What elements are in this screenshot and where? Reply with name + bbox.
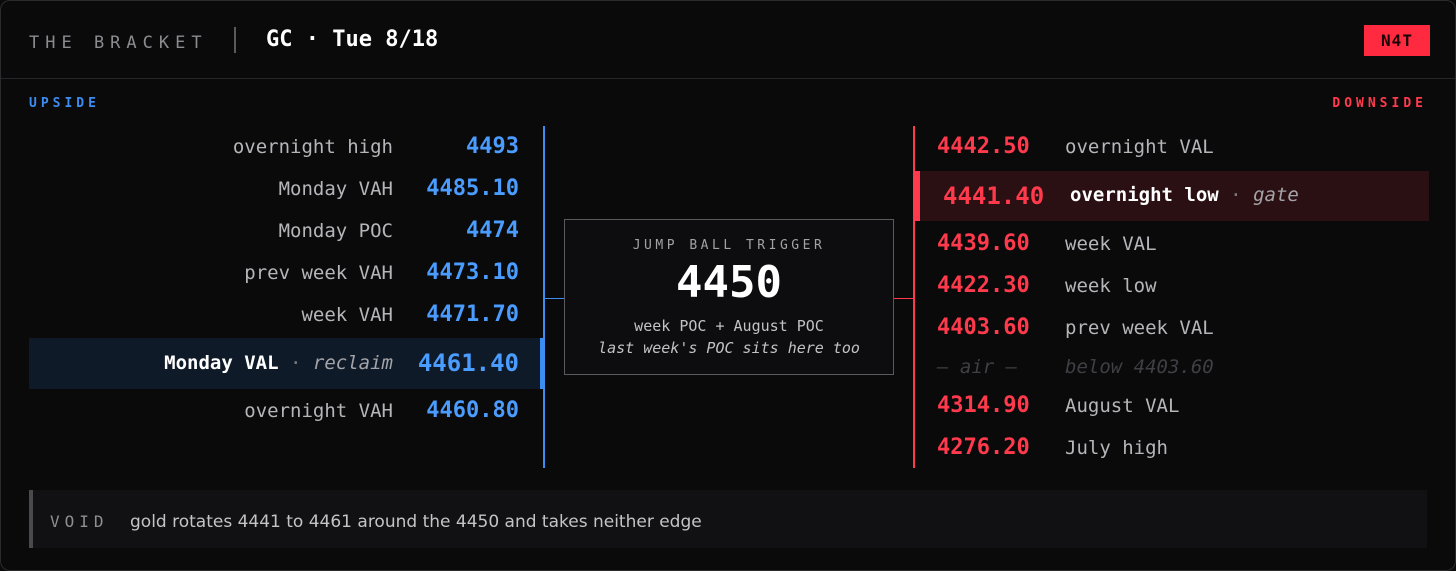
upside-level-row: overnight high 4493 — [29, 127, 519, 169]
brand-title: THE BRACKET — [29, 33, 208, 53]
trigger-description: week POC + August POC — [634, 317, 824, 335]
downside-rail — [913, 126, 915, 468]
void-tag: VOID — [50, 512, 109, 531]
instrument-date-title: GC · Tue 8/18 — [266, 27, 439, 52]
level-value: 4442.50 — [937, 134, 1030, 159]
air-gap-label: below 4403.60 — [1065, 356, 1214, 378]
trigger-label: JUMP BALL TRIGGER — [632, 238, 826, 253]
air-gap-row: — air — below 4403.60 — [915, 347, 1429, 389]
upside-level-row: prev week VAH 4473.10 — [29, 253, 519, 295]
level-label: prev week VAL — [1065, 317, 1214, 339]
downside-level-row: 4314.90 August VAL — [915, 386, 1429, 428]
air-gap-marker: — air — — [937, 356, 1018, 378]
downside-connector — [894, 298, 913, 299]
upside-level-row: overnight VAH 4460.80 — [29, 391, 519, 433]
level-value: 4474 — [466, 218, 519, 243]
level-value: 4441.40 — [943, 182, 1045, 210]
downside-label: DOWNSIDE — [1332, 96, 1427, 111]
upside-connector — [545, 298, 564, 299]
void-accent-bar — [29, 490, 33, 548]
level-label: July high — [1065, 437, 1168, 459]
void-callout: VOID gold rotates 4441 to 4461 around th… — [29, 490, 1427, 548]
trigger-box: JUMP BALL TRIGGER 4450 week POC + August… — [564, 219, 894, 375]
upside-level-row: week VAH 4471.70 — [29, 295, 519, 337]
author-badge: N4T — [1364, 25, 1430, 56]
downside-level-row: 4442.50 overnight VAL — [915, 127, 1429, 169]
upside-level-row: Monday VAH 4485.10 — [29, 169, 519, 211]
header-divider — [234, 27, 236, 53]
separator-dot: · — [1230, 184, 1242, 206]
level-value: 4460.80 — [426, 398, 519, 423]
level-label: Monday VAL · reclaim — [164, 352, 393, 374]
header-rule — [1, 78, 1455, 79]
downside-level-row: 4403.60 prev week VAL — [915, 308, 1429, 350]
downside-key-level-row: 4441.40 overnight low · gate — [915, 171, 1429, 221]
upside-rail — [543, 126, 545, 468]
separator-dot: · — [290, 352, 302, 374]
level-label: prev week VAH — [244, 262, 393, 284]
downside-level-row: 4276.20 July high — [915, 428, 1429, 470]
level-label: overnight VAH — [244, 400, 393, 422]
level-label: week low — [1065, 275, 1157, 297]
upside-label: UPSIDE — [29, 96, 100, 111]
level-name: overnight low — [1070, 184, 1219, 206]
level-value: 4314.90 — [937, 393, 1030, 418]
upside-level-row: Monday POC 4474 — [29, 211, 519, 253]
downside-level-row: 4422.30 week low — [915, 266, 1429, 308]
level-note: gate — [1253, 184, 1299, 206]
level-value: 4471.70 — [426, 302, 519, 327]
level-note: reclaim — [312, 352, 393, 374]
level-value: 4473.10 — [426, 260, 519, 285]
level-label: Monday POC — [278, 220, 393, 242]
downside-level-row: 4439.60 week VAL — [915, 224, 1429, 266]
upside-key-level-row: Monday VAL · reclaim 4461.40 — [29, 338, 545, 389]
level-label: overnight VAL — [1065, 136, 1214, 158]
level-label: week VAL — [1065, 233, 1157, 255]
level-label: week VAH — [301, 304, 393, 326]
level-value: 4403.60 — [937, 315, 1030, 340]
void-text: gold rotates 4441 to 4461 around the 445… — [130, 512, 702, 532]
level-name: Monday VAL — [164, 352, 279, 374]
level-label: overnight high — [232, 136, 393, 158]
level-value: 4439.60 — [937, 231, 1030, 256]
level-value: 4493 — [466, 134, 519, 159]
level-value: 4461.40 — [417, 349, 519, 377]
level-label: Monday VAH — [278, 178, 393, 200]
level-label: overnight low · gate — [1070, 184, 1299, 206]
level-value: 4422.30 — [937, 273, 1030, 298]
trigger-value: 4450 — [676, 257, 782, 308]
trigger-note: last week's POC sits here too — [598, 339, 860, 357]
level-value: 4485.10 — [426, 176, 519, 201]
level-value: 4276.20 — [937, 435, 1030, 460]
level-label: August VAL — [1065, 395, 1180, 417]
